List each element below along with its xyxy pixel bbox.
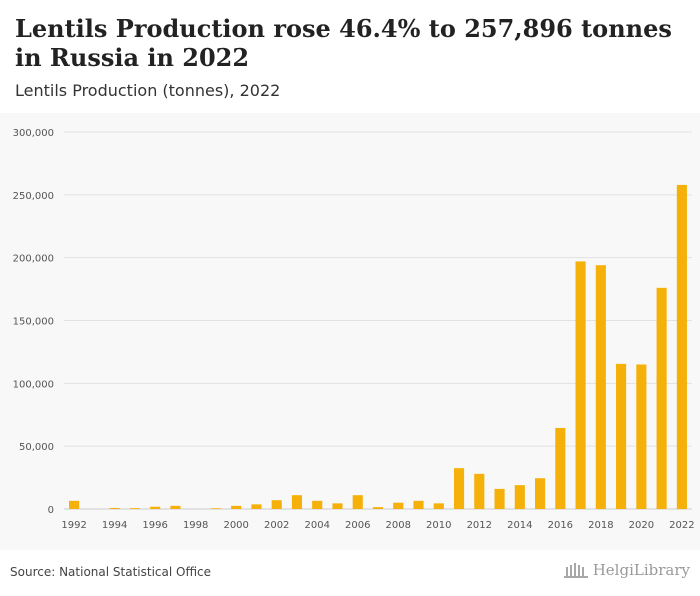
source-note: Source: National Statistical Office (10, 565, 212, 579)
bar (69, 500, 80, 509)
x-tick-label: 1992 (61, 520, 86, 531)
x-tick-label: 2004 (304, 520, 329, 531)
bar (474, 473, 485, 509)
bar (555, 427, 566, 509)
x-tick-label: 2018 (588, 520, 613, 531)
x-tick-label: 2012 (467, 520, 492, 531)
chart-subtitle: Lentils Production (tonnes), 2022 (15, 81, 281, 100)
bar (109, 507, 120, 509)
bar (453, 468, 465, 509)
x-tick-label: 2020 (629, 520, 654, 531)
bar (616, 363, 627, 509)
bar (494, 488, 505, 509)
bar (129, 508, 140, 509)
bar (231, 505, 242, 509)
bar (312, 500, 323, 509)
bar (271, 500, 282, 509)
x-tick-label: 2010 (426, 520, 451, 531)
bar (210, 508, 221, 509)
bar (332, 503, 343, 509)
y-tick-label: 0 (48, 505, 54, 516)
y-tick-label: 100,000 (13, 379, 54, 390)
x-tick-label: 2008 (386, 520, 411, 531)
y-tick-label: 50,000 (19, 442, 54, 453)
bar (170, 505, 181, 509)
bar (535, 478, 546, 509)
y-tick-label: 150,000 (13, 317, 54, 328)
x-tick-label: 2002 (264, 520, 289, 531)
y-tick-label: 250,000 (13, 191, 54, 202)
x-tick-label: 2016 (548, 520, 573, 531)
x-tick-label: 1998 (183, 520, 208, 531)
y-tick-label: 300,000 (13, 128, 54, 139)
bar (656, 287, 667, 509)
x-tick-label: 1996 (142, 520, 167, 531)
x-tick-label: 2000 (223, 520, 248, 531)
bar (291, 495, 303, 509)
x-tick-label: 1994 (102, 520, 127, 531)
bar (393, 502, 404, 509)
bar (595, 265, 606, 509)
x-tick-label: 2014 (507, 520, 532, 531)
bar (676, 184, 687, 509)
bar (433, 503, 444, 509)
brand-logo[interactable]: HelgiLibrary (563, 561, 690, 579)
bar (636, 364, 647, 509)
chart-title: Lentils Production rose 46.4% to 257,896… (15, 14, 672, 72)
bar-chart: 0 50,000 100,000 150,000 200,000 250,000 300,0… (13, 128, 695, 531)
bar (514, 485, 525, 509)
bar (575, 261, 586, 509)
brand-name: HelgiLibrary (592, 561, 690, 579)
x-tick-label: 2022 (669, 520, 694, 531)
bar (251, 504, 262, 509)
bar (150, 506, 161, 509)
library-icon (563, 563, 588, 578)
chart-area: 0 50,000 100,000 150,000 200,000 250,000 300,0… (0, 113, 700, 550)
bar (413, 500, 424, 509)
bar (372, 507, 384, 509)
y-tick-label: 200,000 (13, 254, 54, 265)
bar (352, 495, 363, 509)
x-tick-label: 2006 (345, 520, 370, 531)
